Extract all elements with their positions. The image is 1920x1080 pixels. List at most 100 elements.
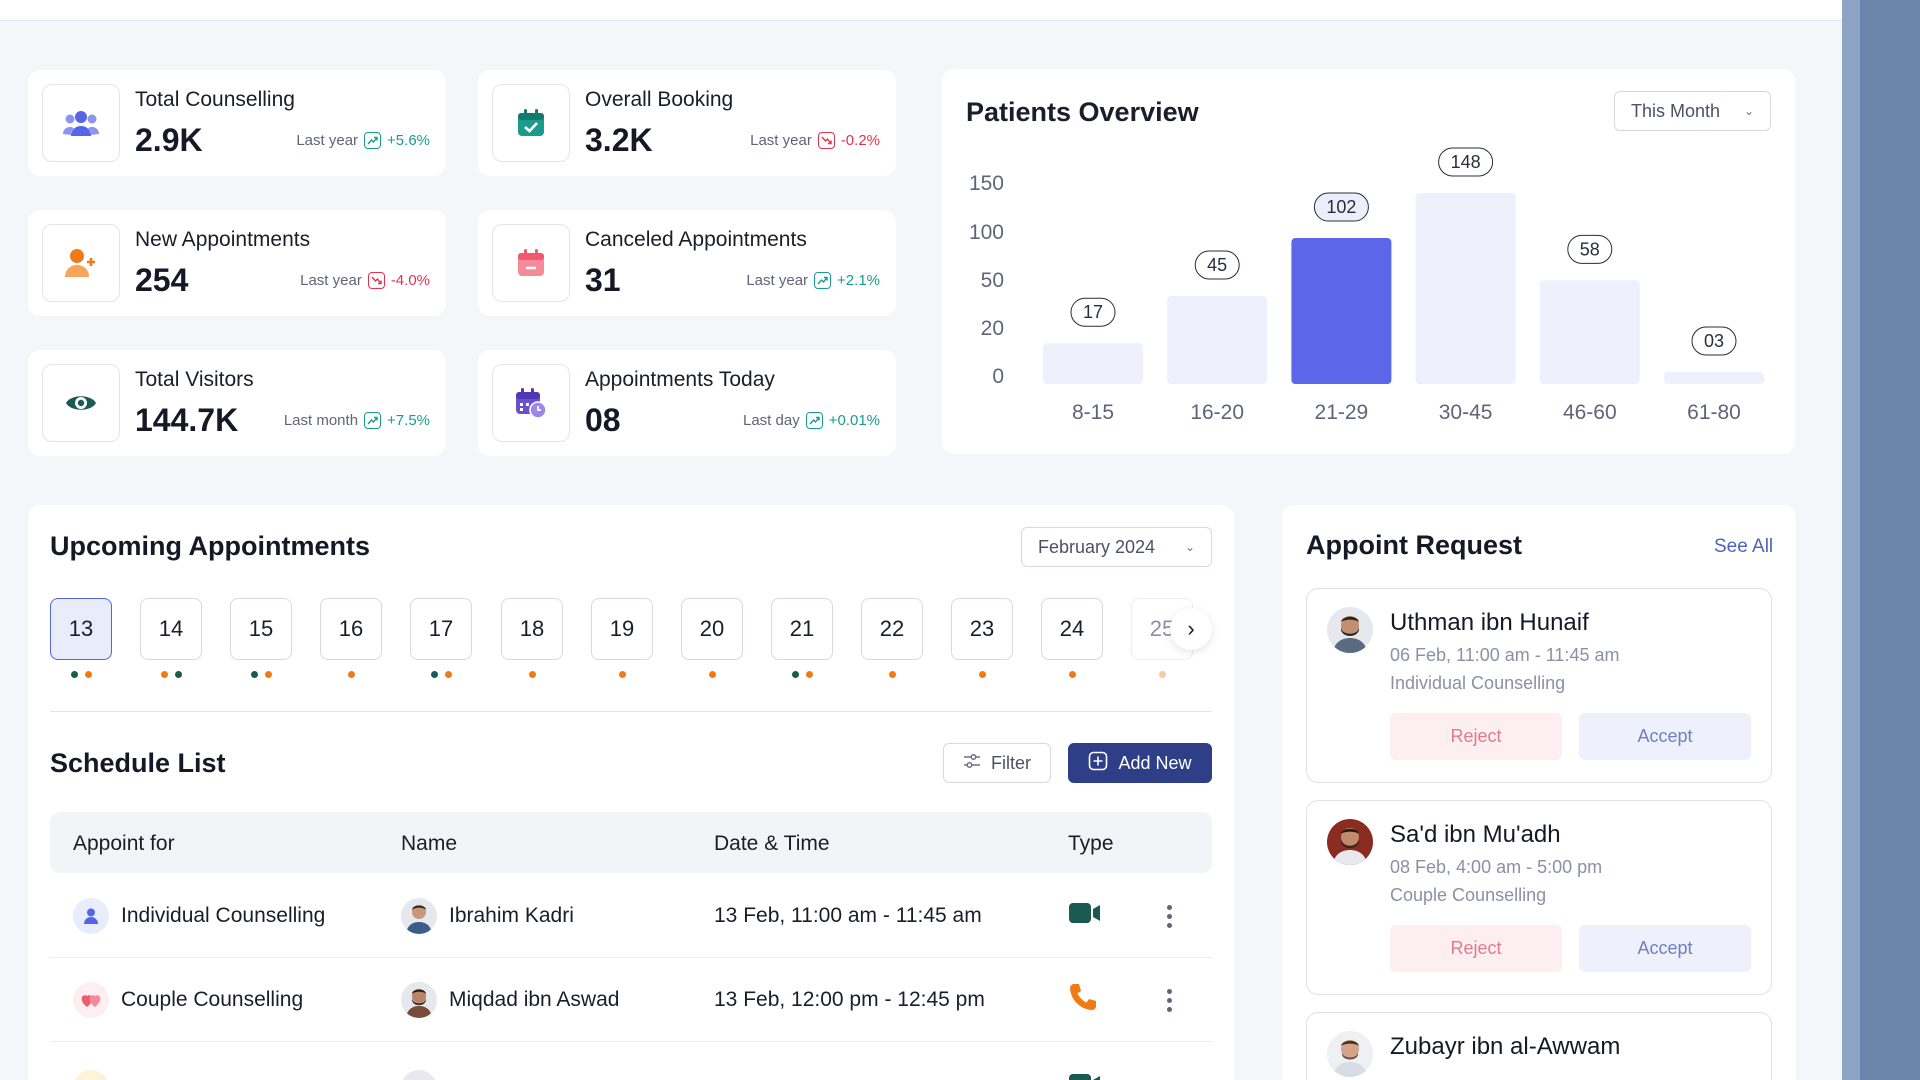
avatar xyxy=(401,982,437,1018)
stat-change: -4.0% xyxy=(390,272,430,289)
day-indicators xyxy=(410,671,472,678)
reject-button[interactable]: Reject xyxy=(1390,925,1562,972)
divider xyxy=(50,711,1212,712)
indicator-dot xyxy=(1158,671,1166,678)
column-header: Date & Time xyxy=(714,832,830,855)
indicator-dot xyxy=(160,671,168,678)
y-tick-label: 100 xyxy=(969,221,1004,244)
day-17[interactable]: 17 xyxy=(410,598,472,660)
stat-change: +0.01% xyxy=(828,412,880,429)
day-23[interactable]: 23 xyxy=(951,598,1013,660)
request-item[interactable]: Sa'd ibn Mu'adh 08 Feb, 4:00 am - 5:00 p… xyxy=(1306,800,1772,995)
stat-title: Total Counselling xyxy=(135,88,295,111)
accept-button[interactable]: Accept xyxy=(1579,713,1751,760)
table-row[interactable]: Individual Counselling Ibrahim Kadri 13 … xyxy=(50,874,1212,958)
day-19[interactable]: 19 xyxy=(591,598,653,660)
plus-square-icon xyxy=(1088,751,1108,776)
value-label-pill xyxy=(1313,192,1369,222)
x-tick-label: 8-15 xyxy=(1072,401,1114,424)
hearts-icon xyxy=(73,982,109,1018)
value-label: 45 xyxy=(1207,255,1227,275)
request-item[interactable]: Uthman ibn Hunaif 06 Feb, 11:00 am - 11:… xyxy=(1306,588,1772,783)
indicator-dot xyxy=(708,671,716,678)
y-tick-label: 50 xyxy=(981,269,1004,292)
appoint-for-cell: Couple Counselling xyxy=(73,958,303,1042)
stat-value: 08 xyxy=(585,402,621,438)
table-row-partial[interactable] xyxy=(50,1042,1212,1080)
day-indicators xyxy=(591,671,653,678)
x-tick-label: 16-20 xyxy=(1190,401,1244,424)
more-vertical-icon[interactable] xyxy=(1167,904,1172,928)
avatar xyxy=(1327,1031,1373,1077)
value-label: 148 xyxy=(1451,152,1481,172)
stat-period: Last year xyxy=(750,132,812,149)
y-tick-label: 150 xyxy=(969,172,1004,195)
stat-title: Overall Booking xyxy=(585,88,734,111)
stat-change: +2.1% xyxy=(837,272,880,289)
more-vertical-icon[interactable] xyxy=(1167,988,1172,1012)
day-16[interactable]: 16 xyxy=(320,598,382,660)
chart-period-dropdown[interactable]: This Month ⌄ xyxy=(1614,91,1771,131)
day-22[interactable]: 22 xyxy=(861,598,923,660)
stat-title: Appointments Today xyxy=(585,368,775,391)
column-header: Name xyxy=(401,832,458,855)
day-15[interactable]: 15 xyxy=(230,598,292,660)
day-indicators xyxy=(1131,671,1193,678)
day-18[interactable]: 18 xyxy=(501,598,563,660)
indicator-dot xyxy=(791,671,799,678)
indicator-dot xyxy=(618,671,626,678)
stat-trend: Last month +7.5% xyxy=(284,412,430,429)
day-indicators xyxy=(771,671,833,678)
day-24[interactable]: 24 xyxy=(1041,598,1103,660)
stat-card-canceled-appointments[interactable]: Canceled Appointments 31 Last year +2.1% xyxy=(478,210,896,316)
reject-button[interactable]: Reject xyxy=(1390,713,1562,760)
bar-61-80 xyxy=(1664,372,1764,384)
video-icon xyxy=(1068,901,1102,931)
day-20[interactable]: 20 xyxy=(681,598,743,660)
value-label-pill xyxy=(1567,234,1613,264)
column-header: Type xyxy=(1068,832,1114,855)
stat-trend: Last day +0.01% xyxy=(743,412,880,429)
request-item[interactable]: Zubayr ibn al-Awwam xyxy=(1306,1012,1772,1080)
stat-card-new-appointments[interactable]: New Appointments 254 Last year -4.0% xyxy=(28,210,446,316)
stat-card-total-counselling[interactable]: Total Counselling 2.9K Last year +5.6% xyxy=(28,70,446,176)
row-actions-cell xyxy=(1167,958,1172,1042)
accept-button[interactable]: Accept xyxy=(1579,925,1751,972)
side-rail xyxy=(1842,0,1860,1080)
type-cell xyxy=(1068,958,1098,1042)
dropdown-value: This Month xyxy=(1631,100,1721,121)
day-21[interactable]: 21 xyxy=(771,598,833,660)
trend-down-icon xyxy=(367,272,385,289)
schedule-title: Schedule List xyxy=(50,748,226,778)
next-days-button[interactable]: › xyxy=(1170,608,1212,650)
patients-bar-chart: 150 100 50 20 0 17 8-15 45 16-20 102 21-29 148 30-45… xyxy=(969,147,1764,424)
value-label-pill xyxy=(1070,297,1116,327)
day-indicators xyxy=(140,671,202,678)
datetime-cell: 13 Feb, 12:00 pm - 12:45 pm xyxy=(714,988,985,1011)
row-actions-cell xyxy=(1167,874,1172,958)
add-new-label: Add New xyxy=(1118,752,1192,773)
stat-period: Last year xyxy=(296,132,359,149)
request-time: 08 Feb, 4:00 am - 5:00 pm xyxy=(1390,857,1603,877)
side-rail-outer xyxy=(1860,0,1920,1080)
stat-card-total-visitors[interactable]: Total Visitors 144.7K Last month +7.5% xyxy=(28,350,446,456)
name-text: Miqdad ibn Aswad xyxy=(449,988,620,1011)
stat-value: 31 xyxy=(585,262,621,298)
stat-card-appointments-today[interactable]: Appointments Today 08 Last day +0.01% xyxy=(478,350,896,456)
day-14[interactable]: 14 xyxy=(140,598,202,660)
indicator-dot xyxy=(70,671,78,678)
indicator-dot xyxy=(444,671,452,678)
see-all-link[interactable]: See All xyxy=(1714,536,1774,557)
bar-30-45 xyxy=(1415,192,1516,384)
value-label-pill xyxy=(1691,326,1737,356)
calendar-minus-icon xyxy=(492,224,570,302)
calendar-check-icon xyxy=(492,84,570,162)
appoint-for-cell: Individual Counselling xyxy=(73,874,325,958)
filter-button[interactable]: Filter xyxy=(943,743,1051,783)
stat-card-overall-booking[interactable]: Overall Booking 3.2K Last year -0.2% xyxy=(478,70,896,176)
day-13[interactable]: 13 xyxy=(50,598,112,660)
table-row[interactable]: Couple Counselling Miqdad ibn Aswad 13 F… xyxy=(50,958,1212,1042)
avatar xyxy=(1327,607,1373,653)
month-dropdown[interactable]: February 2024 ⌄ xyxy=(1021,527,1212,567)
add-new-button[interactable]: Add New xyxy=(1068,743,1212,783)
